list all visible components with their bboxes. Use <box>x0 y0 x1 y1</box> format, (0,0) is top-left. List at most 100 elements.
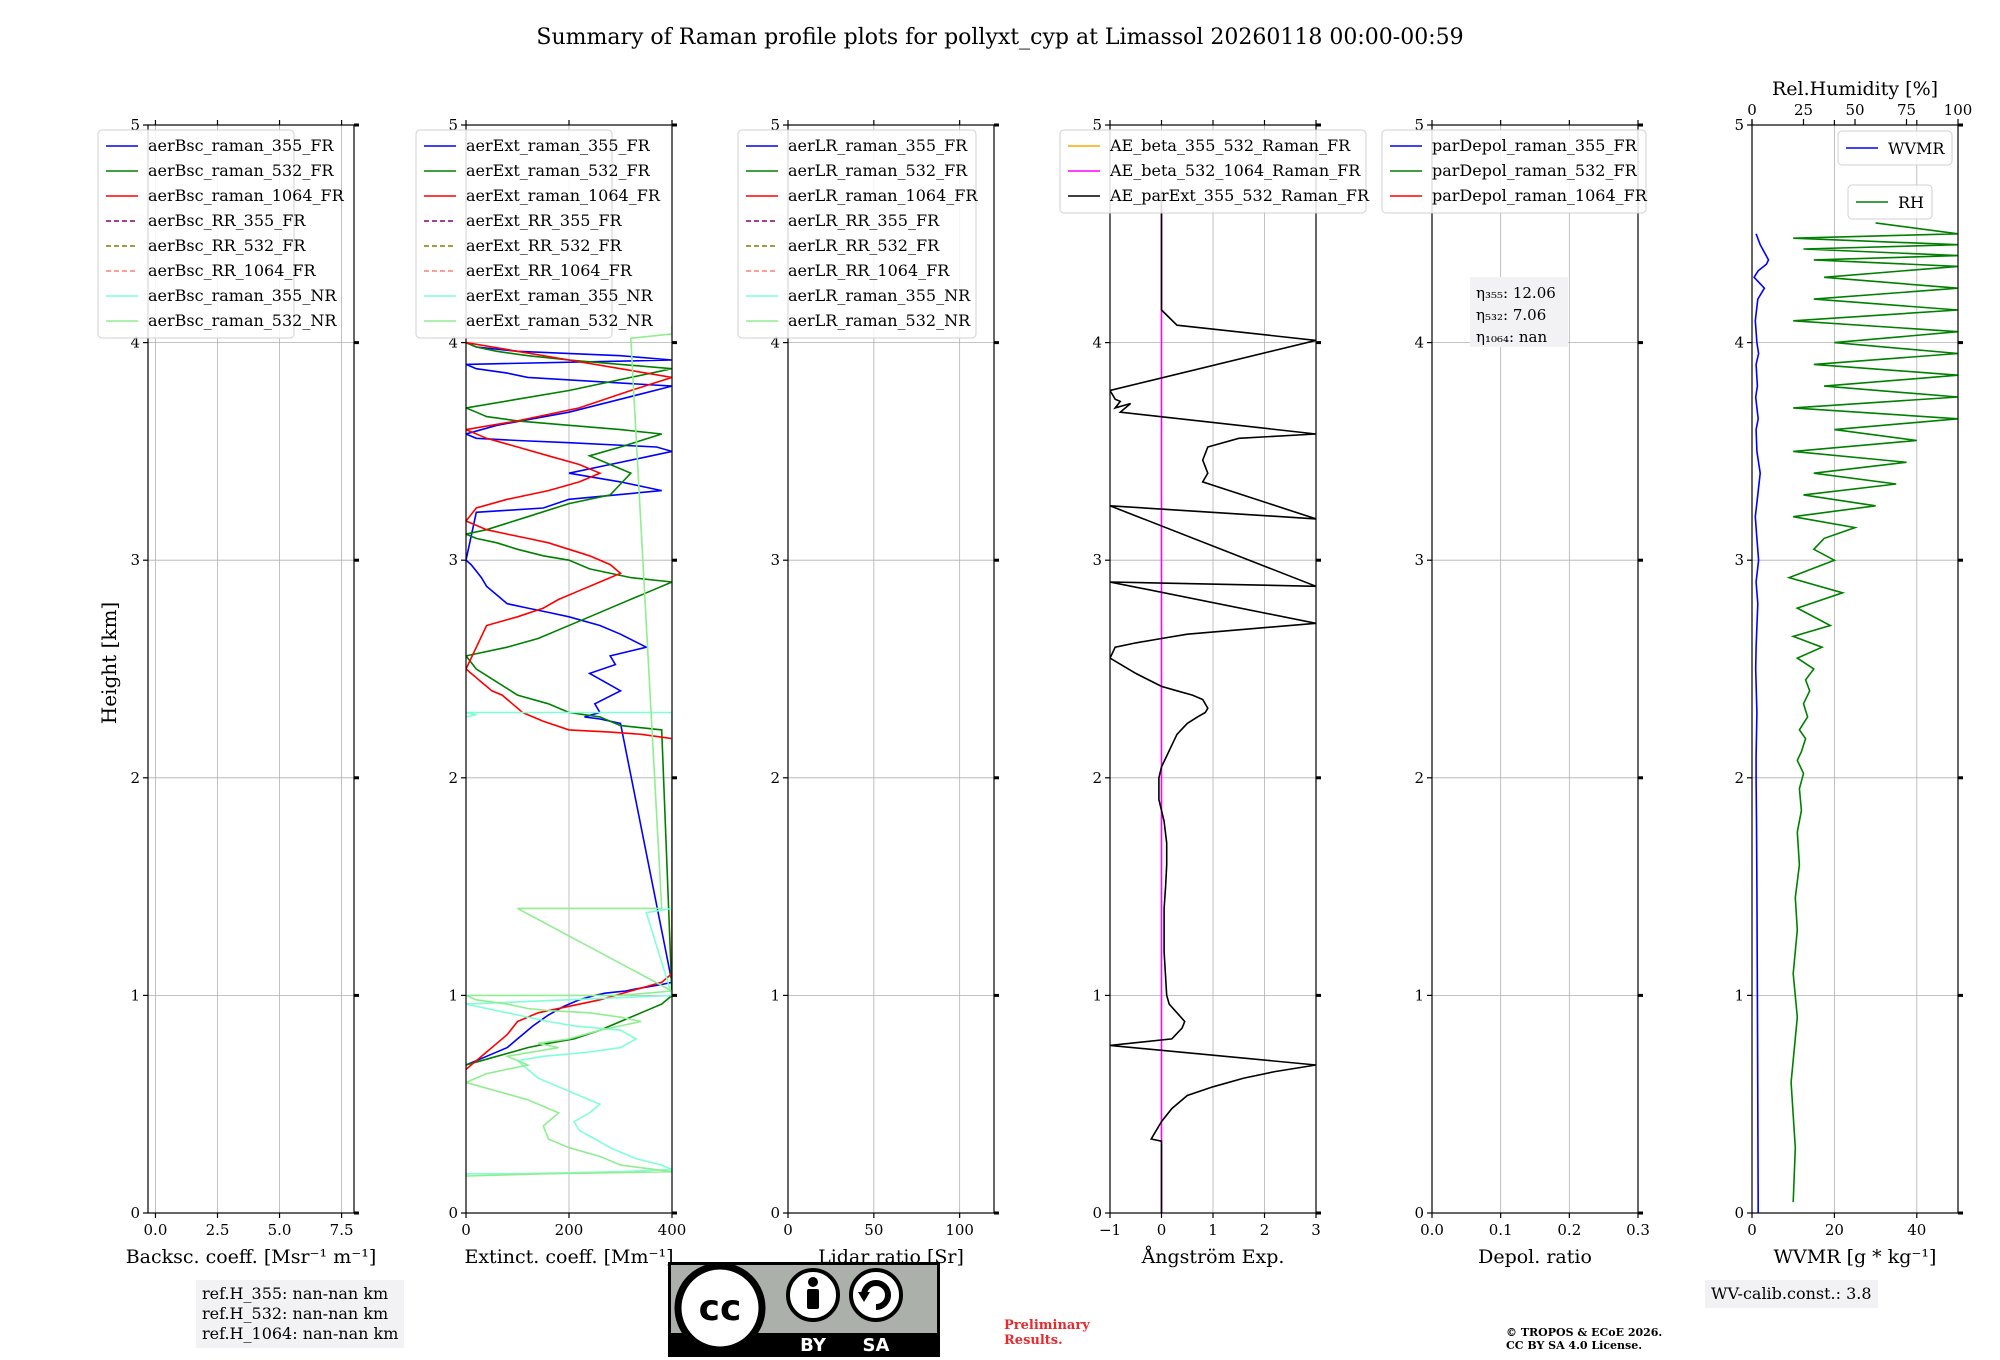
y-tick-label: 2 <box>1734 769 1744 787</box>
x-tick-label: 0.0 <box>1420 1221 1444 1239</box>
y-tick-label: 4 <box>770 334 780 352</box>
y-tick-label: 1 <box>1734 986 1744 1004</box>
panel-1: 0 1 2 3 4 5 0.0 2.5 5.0 7.5 Backsc. coeff. [Msr⁻¹ … <box>97 116 376 1268</box>
y-tick-label: 5 <box>448 116 458 134</box>
legend-label: aerLR_raman_532_NR <box>788 311 971 330</box>
x-tick-label: 50 <box>864 1221 883 1239</box>
preliminary-line-1: Preliminary <box>1004 1318 1090 1333</box>
reference-height-box: ref.H_355: nan-nan km ref.H_532: nan-nan… <box>196 1280 405 1348</box>
share-alike-icon <box>849 1268 903 1322</box>
y-tick-label: 3 <box>1414 551 1424 569</box>
series-line-aerext-raman-1064-fr <box>466 341 672 1071</box>
legend-label: aerExt_raman_355_FR <box>466 136 651 155</box>
attribution-head <box>808 1277 818 1287</box>
y-tick-label: 4 <box>448 334 458 352</box>
y-tick-label: 2 <box>1092 769 1102 787</box>
figure-title: Summary of Raman profile plots for polly… <box>536 25 1463 50</box>
axes-frame <box>1431 124 1639 1214</box>
legend-label: aerExt_RR_355_FR <box>466 211 623 230</box>
y-tick-label: 3 <box>448 551 458 569</box>
by-label: BY <box>800 1335 827 1356</box>
y-tick-label: 5 <box>130 116 140 134</box>
legend: parDepol_raman_355_FR parDepol_raman_532_… <box>1381 129 1648 214</box>
series-line-ae-parext-355-532-raman-fr <box>1110 190 1316 1213</box>
x2-tick-label: 100 <box>1944 101 1973 119</box>
copyright-note: © TROPOS & ECoE 2026. CC BY SA 4.0 Licen… <box>1506 1326 1662 1352</box>
x2-tick-label: 50 <box>1845 101 1864 119</box>
x-tick-label: 40 <box>1907 1221 1926 1239</box>
legend-label: aerBsc_raman_355_FR <box>148 136 334 155</box>
y-tick-label: 1 <box>448 986 458 1004</box>
legend: aerBsc_raman_355_FR aerBsc_raman_532_FRae… <box>97 129 345 339</box>
y-tick-label: 3 <box>130 551 140 569</box>
legend-label: aerBsc_RR_355_FR <box>148 211 306 230</box>
y-tick-label: 3 <box>1734 551 1744 569</box>
x-tick-label: 0.3 <box>1626 1221 1650 1239</box>
legend-label: aerBsc_raman_355_NR <box>148 286 337 305</box>
x2-tick-label: 75 <box>1897 101 1916 119</box>
x-tick-label: 5.0 <box>268 1221 292 1239</box>
legend-box <box>97 129 295 339</box>
series-line-aerext-raman-355-nr <box>466 711 672 1175</box>
legend-label: aerBsc_RR_532_FR <box>148 236 306 255</box>
y-tick-label: 1 <box>1092 986 1102 1004</box>
x-tick-label: 3 <box>1311 1221 1321 1239</box>
x-tick-label: 0.1 <box>1489 1221 1513 1239</box>
x2-axis-label: Rel.Humidity [%] <box>1772 78 1938 100</box>
y-tick-label: 2 <box>1414 769 1424 787</box>
legend-label: aerLR_RR_1064_FR <box>788 261 950 280</box>
x2-tick-label: 0 <box>1747 101 1757 119</box>
legend-label: parDepol_raman_1064_FR <box>1432 186 1648 205</box>
y-axis-label: Height [km] <box>97 602 121 724</box>
legend-label: aerBsc_raman_532_FR <box>148 161 334 180</box>
y-tick-label: 0 <box>1414 1204 1424 1222</box>
legend-label: aerLR_raman_532_FR <box>788 161 968 180</box>
legend-label: aerExt_raman_532_FR <box>466 161 651 180</box>
y-tick-label: 0 <box>448 1204 458 1222</box>
legend-label: WVMR <box>1888 139 1945 158</box>
legend-label: aerBsc_raman_532_NR <box>148 311 337 330</box>
x-tick-label: 100 <box>945 1221 974 1239</box>
y-tick-label: 5 <box>1734 116 1744 134</box>
y-tick-label: 0 <box>1734 1204 1744 1222</box>
x-tick-label: 20 <box>1825 1221 1844 1239</box>
y-tick-label: 3 <box>770 551 780 569</box>
legend-label: parDepol_raman_355_FR <box>1432 136 1638 155</box>
legend-box <box>1381 129 1647 214</box>
y-tick-label: 0 <box>1092 1204 1102 1222</box>
legend-label: aerBsc_raman_1064_FR <box>148 186 345 205</box>
x-axis-label: Depol. ratio <box>1478 1246 1592 1268</box>
y-tick-label: 2 <box>448 769 458 787</box>
legend-label: aerExt_RR_1064_FR <box>466 261 633 280</box>
axes-frame <box>787 124 995 1214</box>
annotation-line: η₃₅₅: 12.06 <box>1476 284 1556 302</box>
x-axis-label: Extinct. coeff. [Mm⁻¹] <box>464 1246 673 1268</box>
depol-annotation: η₃₅₅: 12.06 η₅₃₂: 7.06 η₁₀₆₄: nan <box>1470 277 1568 347</box>
legend-label: aerLR_RR_355_FR <box>788 211 940 230</box>
axes-frame <box>1751 124 1959 1214</box>
panel-5: 0 1 2 3 4 5 0.0 0.1 0.2 0.3 Depol. ratio parDepol_r… <box>1381 116 1650 1268</box>
series-line-wvmr <box>1753 233 1770 1213</box>
x-axis-label: WVMR [g * kg⁻¹] <box>1774 1246 1937 1268</box>
x2-tick-label: 25 <box>1794 101 1813 119</box>
y-tick-label: 4 <box>1734 334 1744 352</box>
y-tick-label: 2 <box>130 769 140 787</box>
preliminary-line-2: Results. <box>1004 1333 1063 1348</box>
axes-frame <box>147 124 355 1214</box>
x-tick-label: 0.0 <box>144 1221 168 1239</box>
legend-label: aerLR_raman_355_FR <box>788 136 968 155</box>
share-alike-arc <box>861 1280 891 1310</box>
y-tick-label: 0 <box>770 1204 780 1222</box>
legend-box <box>1059 129 1367 214</box>
legend-label: aerExt_raman_355_NR <box>466 286 654 305</box>
legend-label: parDepol_raman_532_FR <box>1432 161 1638 180</box>
wv-calibration-box: WV-calib.const.: 3.8 <box>1705 1280 1878 1308</box>
y-tick-label: 1 <box>1414 986 1424 1004</box>
legend-label: aerBsc_RR_1064_FR <box>148 261 317 280</box>
legend-label: RH <box>1898 193 1924 212</box>
y-tick-label: 5 <box>1092 116 1102 134</box>
